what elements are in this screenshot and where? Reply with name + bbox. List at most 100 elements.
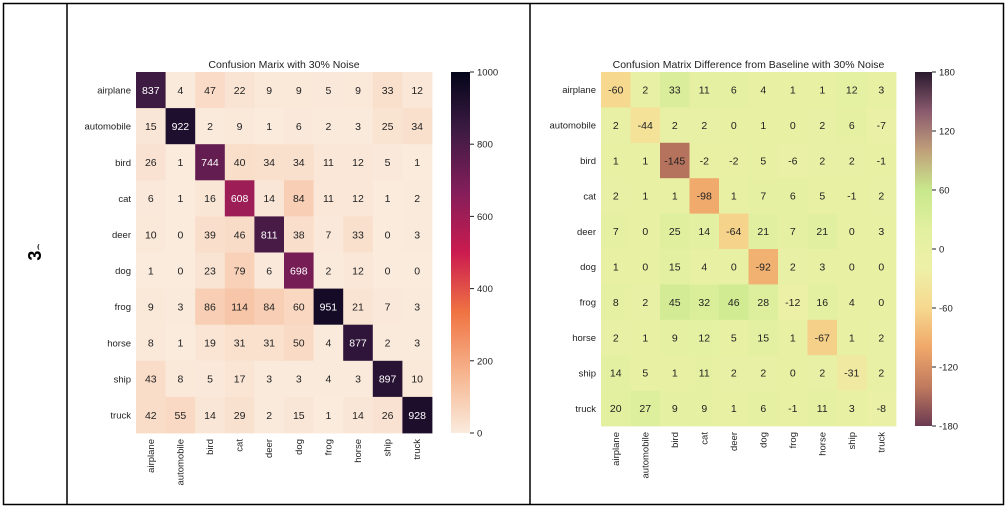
cell-value-label: 12	[352, 157, 364, 169]
heatmap-cell	[165, 360, 196, 398]
heatmap-cell	[136, 180, 166, 217]
cell-value-label: 43	[145, 374, 157, 386]
heatmap-cell	[224, 216, 255, 253]
cell-value-label: 2	[266, 410, 272, 422]
cell-value-label: 2	[325, 265, 331, 277]
heatmap-cell	[719, 213, 749, 250]
cell-value-label: 1	[731, 191, 737, 203]
colorbar-tick-label: 200	[477, 356, 493, 367]
heatmap-cell	[689, 142, 720, 179]
cell-value-label: 0	[731, 262, 737, 274]
heatmap-cell	[866, 107, 897, 144]
cell-value-label: 84	[263, 301, 275, 313]
heatmap-cell	[224, 108, 255, 145]
cell-value-label: 1	[849, 332, 855, 344]
heatmap-cell	[807, 178, 838, 214]
cell-value-label: 15	[757, 332, 769, 344]
cell-value-label: -12	[785, 297, 800, 309]
x-tick-label: horse	[353, 439, 364, 463]
cell-value-label: -64	[726, 226, 741, 238]
cell-value-label: 21	[352, 301, 364, 313]
x-tick-label: deer	[729, 432, 740, 451]
heatmap-cell	[778, 319, 808, 356]
heatmap-cell	[719, 284, 749, 321]
heatmap-cell	[837, 284, 867, 321]
heatmap-cell	[224, 324, 255, 362]
cell-value-label: 3	[819, 262, 825, 274]
cell-value-label: 1	[385, 193, 391, 205]
cell-value-label: 21	[757, 226, 769, 238]
cell-value-label: 86	[204, 301, 216, 313]
heatmap-cell	[284, 216, 314, 253]
cell-value-label: 1	[642, 332, 648, 344]
heatmap-cell	[601, 390, 631, 427]
heatmap-cell	[165, 108, 196, 145]
cell-value-label: 6	[266, 265, 272, 277]
cell-value-label: 1	[760, 120, 766, 132]
cell-value-label: 60	[293, 301, 305, 313]
heatmap-cell	[630, 142, 661, 179]
heatmap-cell	[630, 319, 661, 356]
cell-value-label: 3	[266, 374, 272, 386]
heatmap-cell	[719, 142, 749, 179]
cell-value-label: 4	[325, 338, 331, 350]
cell-value-label: 8	[148, 338, 154, 350]
cell-value-label: 3	[414, 338, 420, 350]
cell-value-label: 1	[177, 338, 183, 350]
heatmap-cell	[778, 107, 808, 144]
heatmap-cell	[195, 72, 226, 109]
cell-value-label: 8	[177, 374, 183, 386]
cell-value-label: 21	[816, 226, 828, 238]
heatmap-cell	[136, 144, 166, 181]
cell-value-label: 9	[355, 85, 361, 97]
heatmap-cell	[748, 319, 779, 356]
cell-value-label: 33	[382, 85, 394, 97]
cell-value-label: 46	[728, 297, 740, 309]
heatmap-cell	[689, 355, 720, 391]
heatmap-cell	[195, 396, 226, 434]
heatmap-cell	[313, 396, 344, 434]
heatmap-cell	[630, 284, 661, 321]
heatmap-cell	[372, 360, 403, 398]
heatmap-cell	[660, 319, 690, 356]
cell-value-label: 0	[642, 226, 648, 238]
heatmap-cell	[372, 144, 403, 181]
heatmap-cell	[343, 360, 374, 398]
heatmap-cell	[778, 249, 808, 285]
cell-value-label: 2	[878, 332, 884, 344]
cell-value-label: 2	[790, 262, 796, 274]
heatmap-cell	[136, 72, 166, 109]
cell-value-label: 928	[408, 410, 426, 422]
cell-value-label: 897	[379, 374, 397, 386]
heatmap-cell	[719, 390, 749, 427]
cell-value-label: 2	[878, 191, 884, 203]
heatmap-cell	[313, 288, 344, 326]
heatmap-cell	[807, 284, 838, 321]
heatmap-cell	[402, 360, 433, 398]
cell-value-label: 11	[323, 157, 334, 169]
cell-value-label: 22	[234, 85, 246, 97]
heatmap-cell	[343, 108, 374, 145]
y-tick-label: deer	[112, 230, 131, 241]
cell-value-label: 5	[760, 155, 766, 167]
cell-value-label: 3	[414, 301, 420, 313]
heatmap-cell	[254, 288, 285, 326]
cell-value-label: 0	[731, 120, 737, 132]
cell-value-label: -60	[608, 85, 623, 97]
heatmap-cell	[660, 390, 690, 427]
y-tick-label: automobile	[550, 121, 596, 132]
heatmap-cell	[402, 108, 433, 145]
heatmap-cell	[748, 284, 779, 321]
cell-value-label: 34	[263, 157, 275, 169]
heatmap-cell	[313, 180, 344, 217]
cell-value-label: 11	[699, 85, 710, 97]
heatmap-cell	[601, 142, 631, 179]
heatmap-cell	[689, 72, 720, 108]
colorbar-tick-label: 0	[939, 245, 944, 256]
heatmap-cell	[284, 288, 314, 326]
heatmap-cell	[778, 72, 808, 108]
cell-value-label: 3	[414, 229, 420, 241]
cell-value-label: -98	[697, 191, 712, 203]
heatmap-cell	[165, 396, 196, 434]
